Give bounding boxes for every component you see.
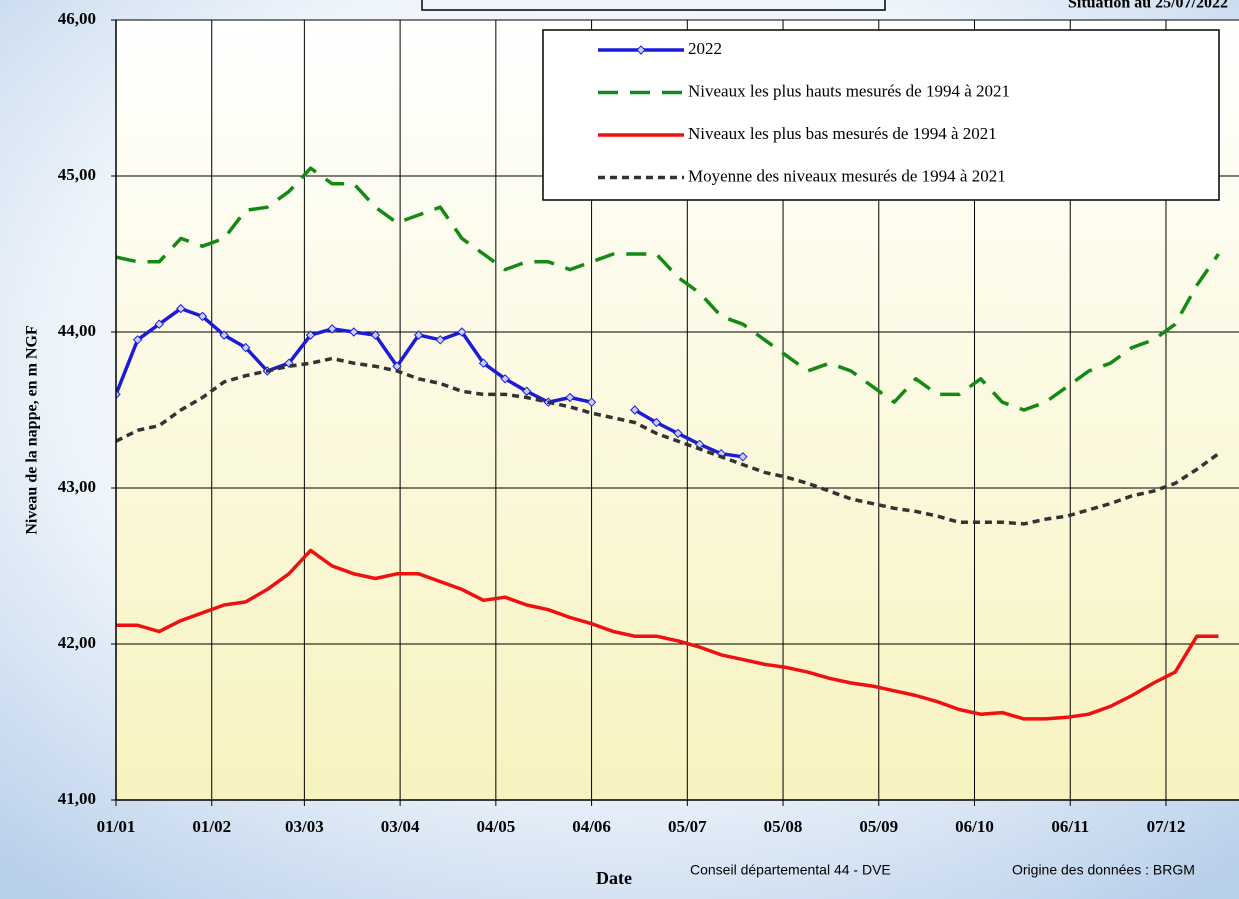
marker [651,417,662,428]
marker [435,335,445,345]
legend-label: Niveaux les plus bas mesurés de 1994 à 2… [688,124,997,143]
marker [500,374,510,384]
marker [673,428,683,439]
legend-label: Moyenne des niveaux mesurés de 1994 à 20… [688,166,1006,185]
x-tick-label: 03/04 [381,817,420,836]
marker [284,358,294,368]
x-tick-label: 01/01 [97,817,136,836]
marker [636,45,646,55]
marker [413,330,424,340]
situation: Situation au 25/07/2022 [1068,0,1228,12]
marker [240,342,251,353]
y-tick-label: 41,00 [58,789,96,808]
series [116,166,1220,721]
marker [305,330,316,340]
marker [327,324,337,334]
marker [116,389,121,400]
series-line [116,548,1219,721]
title-box [421,0,886,11]
x-tick-label: 06/10 [955,817,994,836]
x-tick-label: 05/07 [668,817,707,836]
legend-entries: 2022 Niveaux les plus hauts mesurés de 19… [598,39,1010,185]
marker [176,303,186,314]
legend [542,29,1220,201]
footer-right: Origine des données : BRGM [1012,862,1195,878]
x-tick-label: 04/05 [476,817,515,836]
y-tick-label: 42,00 [58,633,96,652]
marker [478,358,489,368]
marker [370,330,381,340]
x-tick-label: 04/06 [572,817,611,836]
legend-label: Niveaux les plus hauts mesurés de 1994 à… [688,81,1010,100]
series-line [116,166,1220,412]
marker [738,452,748,462]
series-line [116,356,1220,526]
marker [132,335,143,345]
y-tick-label: 45,00 [58,165,96,184]
y-tick-label: 43,00 [58,477,96,496]
footer-left: Conseil départemental 44 - DVE [690,862,891,878]
x-axis-label: Date [596,868,632,888]
marker [457,327,467,337]
x-tick-label: 05/08 [764,817,803,836]
x-tick-label: 01/02 [192,817,231,836]
marker [630,405,640,415]
x-tick-label: 03/03 [285,817,324,836]
x-tick-label: 05/09 [859,817,898,836]
marker [154,319,164,329]
marker [349,327,359,337]
marker [197,311,208,322]
marker [586,397,597,407]
x-tick-label: 07/12 [1147,817,1186,836]
y-axis-label: Niveau de la nappe, en m NGF [24,325,41,535]
legend-label: 2022 [688,39,722,58]
marker [565,392,575,403]
marker [522,386,532,396]
y-tick-label: 44,00 [58,321,96,340]
marker [219,330,229,340]
y-tick-label: 46,00 [58,9,96,28]
x-tick-label: 06/11 [1051,817,1089,836]
